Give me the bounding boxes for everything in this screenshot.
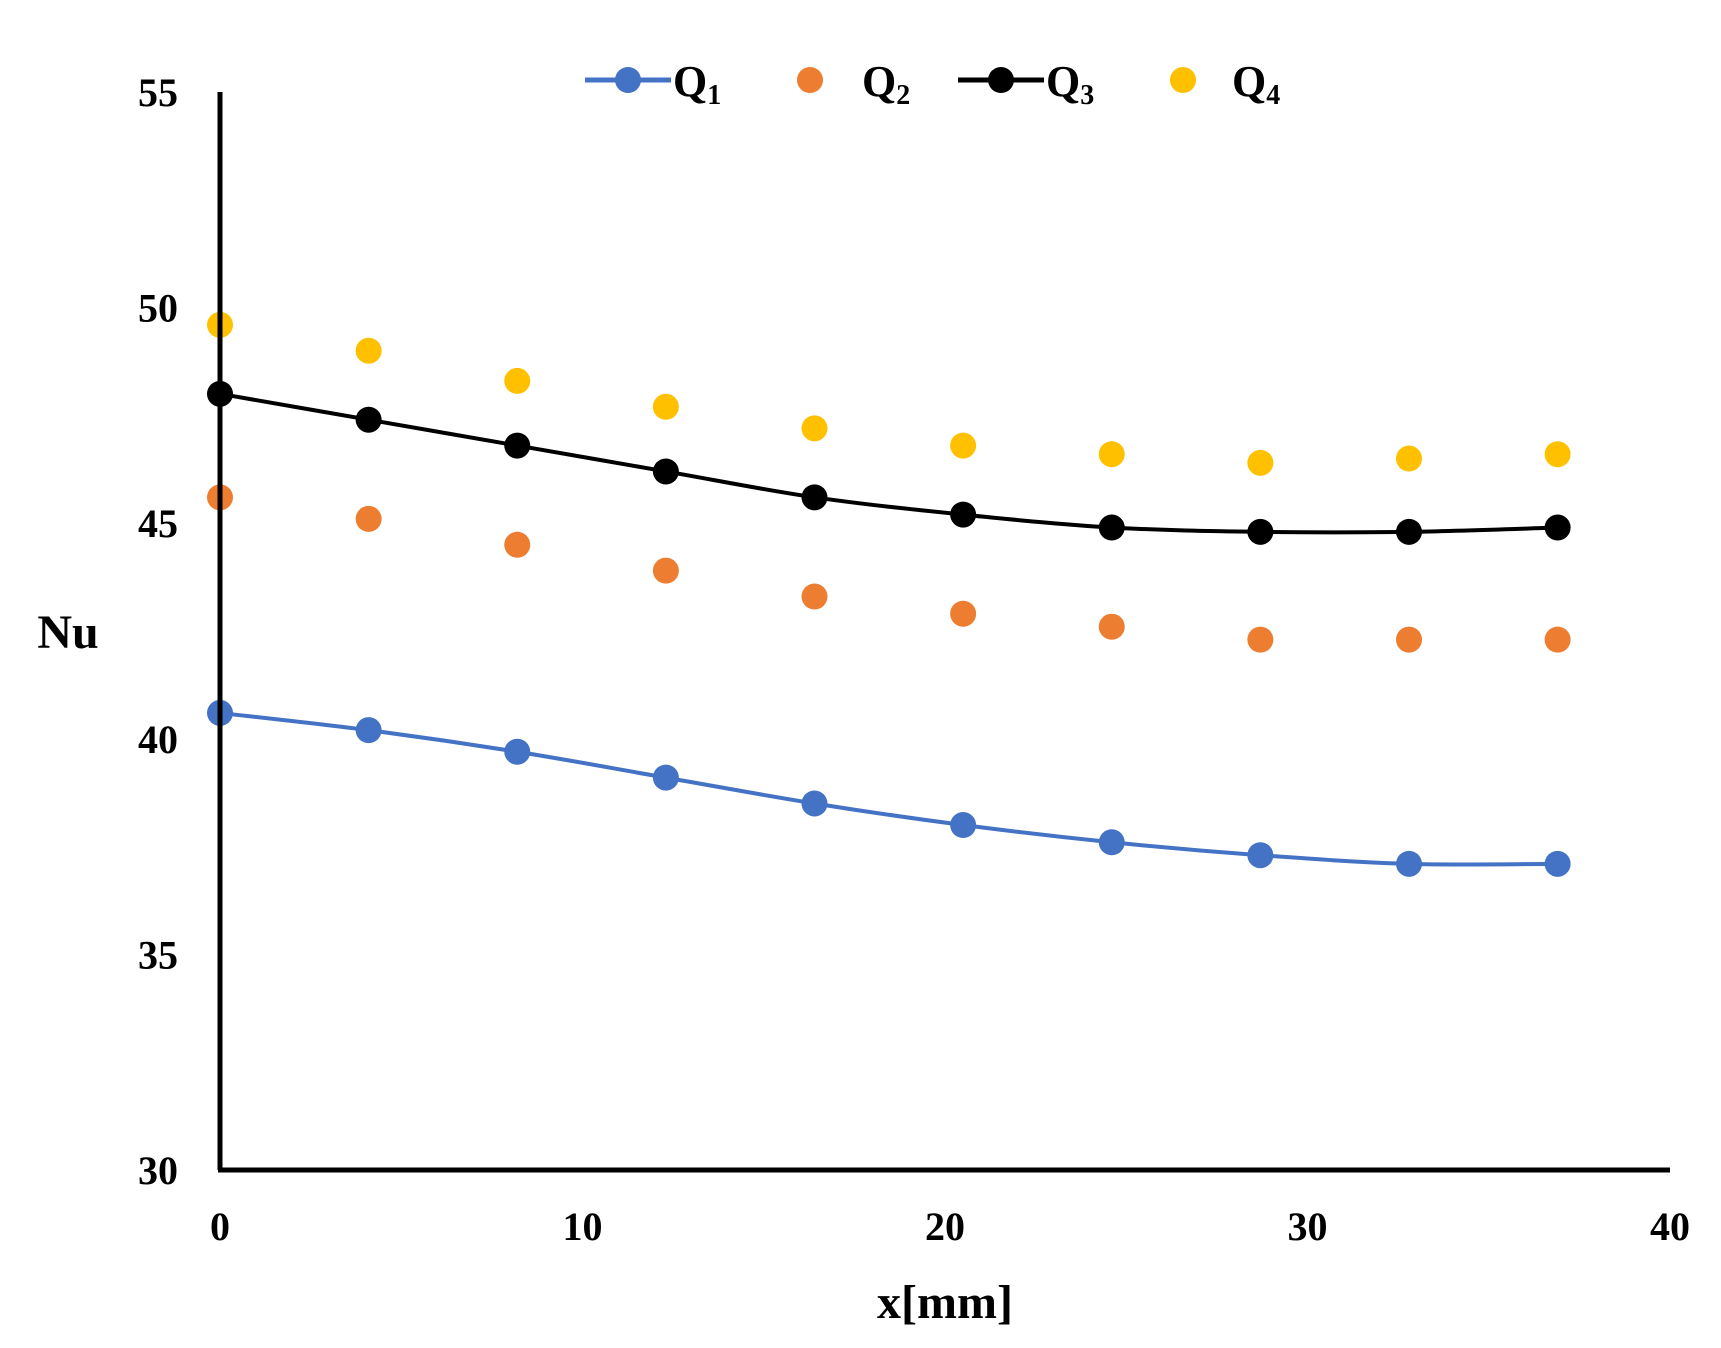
data-point-q4 — [1098, 441, 1125, 468]
data-point-q4 — [1396, 445, 1422, 472]
data-point-q3 — [801, 484, 828, 511]
legend-label-subscript: 1 — [707, 80, 721, 111]
data-point-q3 — [1544, 514, 1571, 541]
legend-label-subscript: 3 — [1080, 80, 1094, 111]
legend-marker — [615, 67, 641, 93]
data-point-q3 — [1098, 514, 1125, 541]
legend-label-subscript: 4 — [1266, 80, 1280, 111]
data-point-q2 — [652, 557, 679, 584]
legend-label-main: Q — [1046, 57, 1080, 106]
data-point-q1 — [355, 717, 382, 744]
data-point-q1 — [801, 790, 828, 817]
data-point-q3 — [504, 432, 531, 459]
legend-item-q1: Q1 — [585, 57, 721, 111]
x-tick-label: 30 — [1288, 1204, 1328, 1249]
y-tick-label: 30 — [138, 1148, 178, 1193]
legend-marker — [797, 67, 823, 93]
data-point-q3 — [1247, 518, 1274, 545]
y-tick-label: 45 — [138, 501, 178, 546]
y-axis-title: Nu — [37, 606, 98, 659]
x-tick-label: 0 — [210, 1204, 230, 1249]
series-q2 — [207, 484, 1571, 653]
data-point-q3 — [355, 406, 382, 433]
data-point-q2 — [504, 531, 531, 558]
data-point-q2 — [1544, 626, 1571, 653]
series-q4 — [207, 311, 1571, 476]
series-q3-line — [219, 391, 1558, 535]
series-q3 — [207, 380, 1571, 545]
series-q1 — [207, 699, 1571, 877]
data-point-q1 — [1396, 850, 1422, 877]
y-tick-label: 50 — [138, 286, 178, 331]
legend-label-main: Q — [673, 57, 707, 106]
data-point-q3 — [652, 458, 679, 485]
y-tick-label: 35 — [138, 932, 178, 977]
data-point-q2 — [1247, 626, 1274, 653]
legend-marker — [988, 67, 1014, 93]
y-tick-label: 55 — [138, 70, 178, 115]
data-point-q3 — [1396, 518, 1422, 545]
data-point-q4 — [355, 337, 382, 364]
legend-label: Q3 — [1046, 57, 1094, 111]
data-point-q2 — [801, 583, 828, 610]
series-q1-line — [219, 710, 1558, 867]
data-point-q2 — [355, 505, 382, 532]
legend-label: Q2 — [862, 57, 910, 111]
y-tick-label: 40 — [138, 717, 178, 762]
data-point-q1 — [1098, 829, 1125, 856]
data-point-q4 — [1247, 449, 1274, 476]
data-point-q4 — [950, 432, 977, 459]
data-point-q1 — [504, 738, 531, 765]
legend-label: Q4 — [1232, 57, 1280, 111]
legend-marker — [1170, 67, 1196, 93]
legend-item-q3: Q3 — [958, 57, 1094, 111]
x-tick-label: 10 — [563, 1204, 603, 1249]
x-axis-title: x[mm] — [877, 1276, 1013, 1329]
data-point-q1 — [1544, 850, 1571, 877]
data-point-q4 — [504, 367, 531, 394]
legend-label-main: Q — [862, 57, 896, 106]
data-point-q4 — [801, 415, 828, 442]
data-point-q2 — [1396, 626, 1422, 653]
x-tick-label: 40 — [1650, 1204, 1690, 1249]
legend-label-main: Q — [1232, 57, 1266, 106]
legend-label-subscript: 2 — [896, 80, 910, 111]
legend: Q1 Q2 Q3 Q4 — [585, 57, 1280, 111]
data-point-q1 — [950, 812, 977, 839]
data-point-q2 — [1098, 613, 1125, 640]
legend-item-q2: Q2 — [797, 57, 910, 111]
data-point-q4 — [1544, 441, 1571, 468]
data-point-q3 — [950, 501, 977, 528]
data-point-q2 — [950, 600, 977, 627]
data-point-q1 — [1247, 842, 1274, 869]
legend-item-q4: Q4 — [1170, 57, 1280, 111]
data-point-q4 — [652, 393, 679, 420]
data-point-q1 — [652, 764, 679, 791]
x-tick-label: 20 — [925, 1204, 965, 1249]
legend-label: Q1 — [673, 57, 721, 111]
